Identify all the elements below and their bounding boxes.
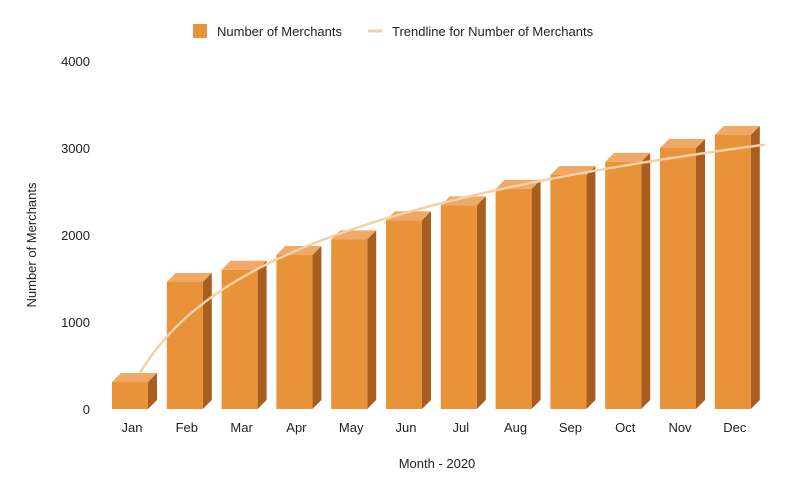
y-axis-title: Number of Merchants [24, 182, 39, 307]
x-tick-label: Aug [504, 420, 527, 435]
legend: Number of Merchants Trendline for Number… [193, 24, 594, 39]
bar-side [641, 152, 651, 410]
legend-swatch-bars [193, 24, 207, 38]
bar-top [660, 139, 705, 148]
bar-top [440, 196, 486, 206]
bar [276, 246, 322, 409]
bar-front [440, 205, 477, 409]
bar [660, 139, 705, 409]
bar [605, 152, 651, 410]
bar-top [166, 272, 212, 282]
bar [112, 373, 157, 409]
bar-top [221, 260, 267, 270]
legend-label-trendline: Trendline for Number of Merchants [392, 24, 594, 39]
x-axis-title: Month - 2020 [399, 456, 476, 471]
bar [495, 179, 541, 409]
bar-front [605, 161, 642, 409]
bar-side [531, 179, 541, 409]
bar-side [586, 165, 596, 409]
legend-label-bars: Number of Merchants [217, 24, 342, 39]
bar-front [386, 220, 422, 409]
bars [112, 125, 760, 410]
bar-side [312, 246, 322, 409]
bar [714, 125, 760, 409]
y-tick-label: 3000 [61, 141, 90, 156]
bar [386, 211, 431, 409]
bar-front [660, 148, 696, 409]
x-tick-label: Sep [559, 420, 582, 435]
bar-top [605, 152, 651, 162]
bar [550, 165, 596, 409]
x-axis-ticks: Jan Feb Mar Apr May Jun Jul Aug Sep Oct Nov Dec [122, 420, 747, 435]
bar-front [331, 239, 368, 409]
bar [440, 196, 486, 409]
bar-side [422, 211, 431, 409]
y-tick-label: 4000 [61, 54, 90, 69]
x-tick-label: Nov [668, 420, 692, 435]
bar-top [714, 125, 760, 135]
bar-front [550, 174, 587, 409]
y-tick-label: 2000 [61, 228, 90, 243]
bar-top [112, 373, 157, 383]
y-tick-label: 0 [83, 402, 90, 417]
bar-side [750, 125, 760, 409]
trendline [138, 143, 765, 374]
bar-front [166, 281, 203, 409]
x-tick-label: Jul [452, 420, 469, 435]
bar [166, 272, 212, 409]
bar [331, 230, 377, 409]
bar-side [148, 373, 157, 409]
bar-side [696, 139, 705, 409]
x-tick-label: Oct [615, 420, 636, 435]
bar-side [202, 272, 212, 409]
bar-side [367, 230, 377, 409]
x-tick-label: Apr [286, 420, 307, 435]
bar-side [257, 260, 267, 409]
bar [221, 260, 267, 409]
x-tick-label: Feb [176, 420, 198, 435]
y-axis-ticks: 0 1000 2000 3000 4000 [61, 54, 90, 417]
x-tick-label: Dec [723, 420, 747, 435]
bar-side [476, 196, 486, 409]
bar-front [714, 134, 751, 409]
x-tick-label: Jun [396, 420, 417, 435]
bar-front [112, 382, 148, 409]
bar-front [221, 269, 258, 409]
bar-front [276, 255, 313, 409]
bar-front [495, 188, 532, 409]
bar-top [386, 211, 431, 221]
x-tick-label: Mar [230, 420, 253, 435]
x-tick-label: Jan [122, 420, 143, 435]
y-tick-label: 1000 [61, 315, 90, 330]
x-tick-label: May [339, 420, 364, 435]
